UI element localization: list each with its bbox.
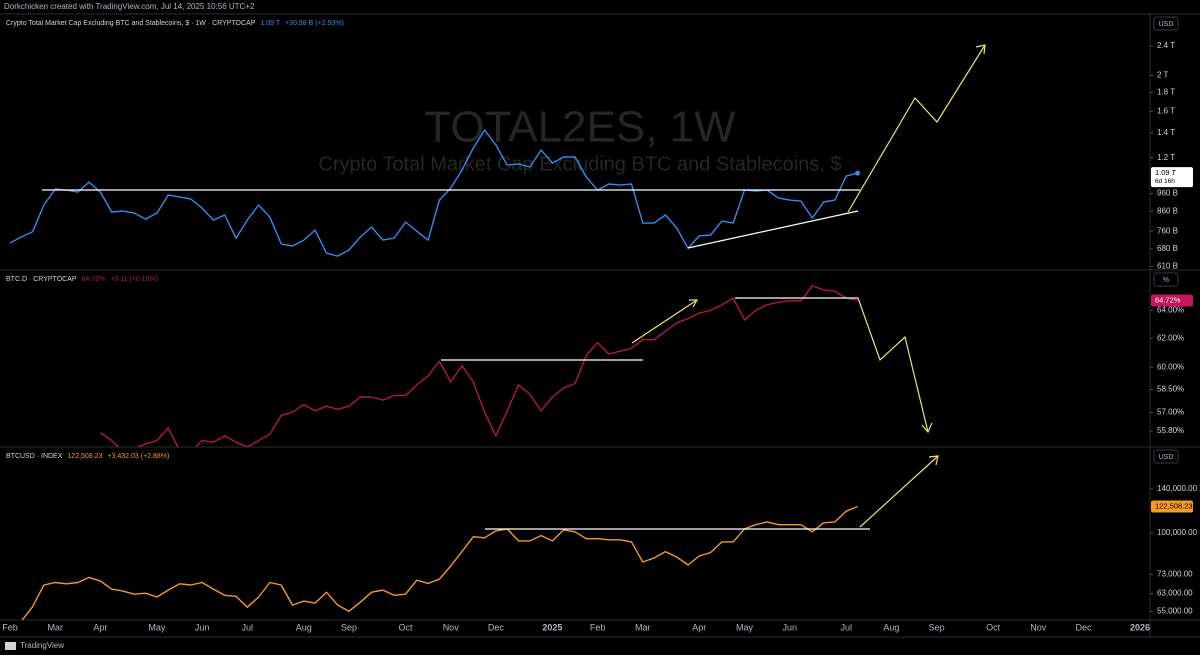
series-line (99, 285, 858, 447)
y-tick-label: 140,000.00 (1157, 484, 1198, 493)
y-tick-label: 1.4 T (1157, 128, 1175, 137)
footer-text[interactable]: TradingView (20, 641, 64, 650)
price-tag (1151, 167, 1193, 188)
x-tick-label: Jul (840, 622, 852, 632)
watermark-subtitle: Crypto Total Market Cap Excluding BTC an… (318, 153, 841, 175)
x-tick-label: Nov (443, 622, 460, 632)
legend-value: 64.72% (82, 276, 106, 283)
legend-title: Crypto Total Market Cap Excluding BTC an… (6, 20, 256, 27)
x-tick-label: 2026 (1130, 622, 1150, 632)
x-tick-label: Dec (488, 622, 505, 632)
legend-title: BTC.D · CRYPTOCAP (6, 276, 77, 283)
axis-unit[interactable]: % (1163, 277, 1169, 284)
legend: BTC.D · CRYPTOCAP 64.72% +0.11 (+0.18%) (6, 276, 158, 283)
unit-box[interactable] (1153, 272, 1179, 287)
x-tick-label: 2025 (542, 622, 562, 632)
projection-arrow (857, 297, 929, 433)
last-point (855, 170, 860, 176)
legend-title: BTCUSD · INDEX (6, 453, 63, 460)
axis-unit[interactable]: USD (1159, 21, 1174, 28)
x-tick-label: Oct (398, 622, 413, 632)
x-tick-label: Oct (986, 622, 1001, 632)
legend-change: +0.11 (+0.18%) (110, 276, 158, 283)
trend-line (687, 210, 859, 249)
watermark-title: TOTAL2ES, 1W (424, 103, 736, 152)
y-tick-label: 760 B (1157, 226, 1178, 235)
y-tick-label: 57.00% (1157, 407, 1184, 416)
unit-box[interactable] (1153, 16, 1179, 31)
y-tick-label: 64.00% (1157, 305, 1184, 314)
header-text: Dorkchicken created with TradingView.com… (4, 2, 255, 11)
unit-box[interactable] (1153, 449, 1179, 464)
y-tick-label: 62.00% (1157, 333, 1184, 342)
x-tick-label: Sep (341, 622, 357, 632)
x-tick-label: Jun (782, 622, 797, 632)
y-tick-label: 60.00% (1157, 362, 1184, 371)
legend: BTCUSD · INDEX 122,508.23 +3,432.03 (+2.88… (6, 453, 169, 460)
y-tick-label: 1.6 T (1157, 106, 1175, 115)
arrow-head (928, 455, 939, 466)
projection-arrow (859, 455, 939, 528)
series-line (21, 505, 858, 620)
x-tick-label: Aug (883, 622, 899, 632)
axis-unit[interactable]: USD (1159, 454, 1174, 461)
drawings (42, 44, 986, 530)
plot: Feb Mar Apr May Jun Jul Aug Sep Oct Nov Dec 2025 Feb… (2, 41, 1198, 632)
price-tag (1151, 500, 1193, 513)
x-tick-label: Dec (1075, 622, 1092, 632)
y-tick-label: 680 B (1157, 244, 1178, 253)
x-tick-label: Apr (692, 622, 706, 632)
x-tick-label: Jun (195, 622, 210, 632)
y-tick-label: 55,000.00 (1157, 606, 1193, 615)
x-tick-label: Feb (2, 622, 18, 632)
x-tick-label: May (736, 622, 754, 632)
logo[interactable] (5, 642, 16, 650)
y-tick-label: 100,000.00 (1157, 528, 1198, 537)
y-tick-label: 58.50% (1157, 385, 1184, 394)
x-tick-label: Apr (93, 622, 107, 632)
legend-value: 1.09 T (260, 20, 280, 27)
y-tick-label: 1.2 T (1157, 153, 1175, 162)
x-tick-label: Sep (929, 622, 945, 632)
y-tick-label: 73,000.00 (1157, 569, 1193, 578)
footer[interactable]: TradingView (5, 641, 64, 650)
y-tick-label: 960 B (1157, 189, 1178, 198)
price-tag (1151, 294, 1193, 307)
x-tick-label: Feb (590, 622, 606, 632)
arrow-head (975, 44, 986, 55)
x-tick-label: Mar (635, 622, 651, 632)
y-tick-label: 2.4 T (1157, 41, 1175, 50)
y-tick-label: 860 B (1157, 206, 1178, 215)
arrow-head (921, 422, 933, 434)
y-tick-label: 55.80% (1157, 426, 1184, 435)
series-line (9, 129, 858, 257)
legend-change: +30.98 B (+2.93%) (285, 20, 344, 27)
x-tick-label: Nov (1030, 622, 1047, 632)
projection-arrow (631, 299, 698, 344)
arrow-head (689, 299, 699, 308)
y-tick-label: 1.8 T (1157, 88, 1175, 97)
price-tag-text: 64.72% (1155, 295, 1181, 304)
legend: Crypto Total Market Cap Excluding BTC an… (6, 20, 344, 27)
y-tick-label: 2 T (1157, 71, 1169, 80)
legend-change: +3,432.03 (+2.88%) (107, 453, 169, 460)
countdown: 6d 16h (1155, 178, 1175, 185)
projection-arrow (847, 44, 986, 213)
y-tick-label: 63,000.00 (1157, 589, 1193, 598)
x-tick-label: Jul (242, 622, 254, 632)
x-tick-label: Mar (47, 622, 63, 632)
x-tick-label: Aug (296, 622, 312, 632)
legend-value: 122,508.23 (67, 453, 102, 460)
y-tick-label: 610 B (1157, 262, 1178, 271)
x-tick-label: May (148, 622, 166, 632)
price-tag-text: 122,508.23 (1155, 502, 1193, 511)
price-tag-text: 1.09 T (1155, 168, 1177, 177)
